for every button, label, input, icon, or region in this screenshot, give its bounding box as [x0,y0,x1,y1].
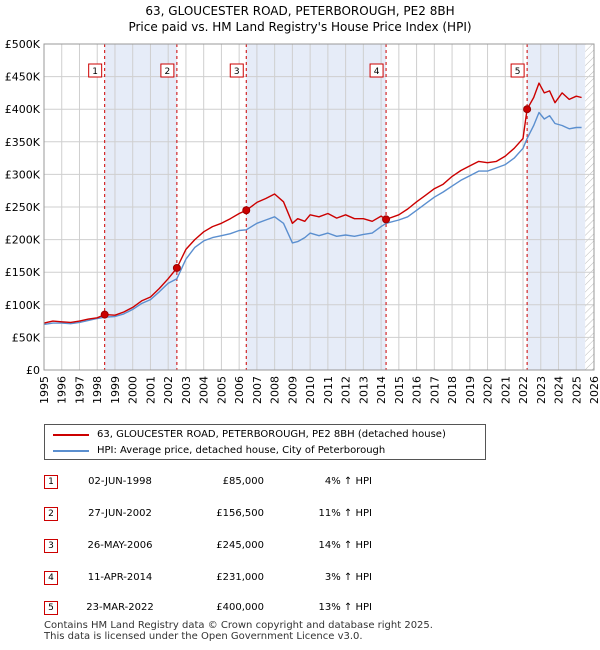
x-tick-label: 2022 [517,376,530,404]
x-tick-label: 2011 [322,376,335,404]
sale-label-4: 4 [374,67,380,77]
legend-label-property: 63, GLOUCESTER ROAD, PETERBOROUGH, PE2 8… [97,429,446,440]
sale-label-5: 5 [515,67,521,77]
plot-frame [43,43,595,371]
y-tick-label: £0 [26,364,40,377]
x-tick-label: 2016 [411,376,424,404]
sale-date: 02-JUN-1998 [88,476,152,487]
y-tick-label: £500K [5,38,41,51]
sale-date: 27-JUN-2002 [88,508,152,519]
property-price-line [43,82,582,324]
sale-point-2 [172,263,181,272]
x-tick-label: 2021 [499,376,512,404]
sale-number-badge: 1 [44,475,58,489]
sale-label-3: 3 [234,67,240,77]
y-tick-label: £150K [5,266,41,279]
sale-hpi-change: 3% ↑ HPI [324,572,372,583]
sale-label-box-4 [369,63,384,78]
x-tick-label: 2002 [162,376,175,404]
y-tick-label: £250K [5,201,41,214]
sale-hpi-change: 11% ↑ HPI [318,508,372,519]
x-tick-label: 2010 [304,376,317,404]
y-tick-label: £300K [5,168,41,181]
sale-price: £231,000 [216,572,264,583]
x-tick-label: 1996 [56,376,69,404]
y-tick-label: £450K [5,71,41,84]
sale-price: £85,000 [222,476,264,487]
x-tick-label: 2003 [180,376,193,404]
sale-date: 26-MAY-2006 [87,540,153,551]
legend: 63, GLOUCESTER ROAD, PETERBOROUGH, PE2 8… [44,424,486,460]
sale-row: 5 23-MAR-2022 £400,000 13% ↑ HPI [44,600,384,620]
y-tick-label: £400K [5,103,41,116]
x-tick-label: 2000 [127,376,140,404]
chart-subtitle: Price paid vs. HM Land Registry's House … [128,20,472,34]
sale-label-2: 2 [165,67,171,77]
x-tick-label: 2007 [251,376,264,404]
x-tick-label: 2009 [286,376,299,404]
x-tick-label: 2013 [357,376,370,404]
hpi-line [43,111,582,326]
x-tick-label: 2012 [340,376,353,404]
legend-swatch-property [53,434,89,436]
x-tick-label: 2023 [535,376,548,404]
sale-label-box-5 [510,63,525,78]
sale-price: £245,000 [216,540,264,551]
x-tick-label: 2015 [393,376,406,404]
sale-number-badge: 5 [44,601,58,615]
y-tick-label: £200K [5,234,41,247]
sale-row: 2 27-JUN-2002 £156,500 11% ↑ HPI [44,506,384,526]
x-tick-label: 2006 [233,376,246,404]
sale-number-badge: 4 [44,571,58,585]
sale-label-1: 1 [92,67,98,77]
x-tick-label: 2005 [215,376,228,404]
x-tick-label: 2014 [375,376,388,404]
x-tick-label: 1997 [73,376,86,404]
sale-date: 23-MAR-2022 [86,602,154,613]
sale-row: 3 26-MAY-2006 £245,000 14% ↑ HPI [44,538,384,558]
sale-row: 4 11-APR-2014 £231,000 3% ↑ HPI [44,570,384,590]
x-tick-label: 2018 [446,376,459,404]
y-tick-label: £350K [5,136,41,149]
sale-label-box-3 [229,63,244,78]
footer-copyright: Contains HM Land Registry data © Crown c… [44,620,433,631]
sale-price: £156,500 [216,508,264,519]
price-chart: £0 £50K £100K £150K £200K £250K £300K £350K £400… [5,38,600,404]
x-tick-label: 2019 [464,376,477,404]
x-tick-label: 2001 [144,376,157,404]
y-tick-label: £50K [12,331,41,344]
sale-number-badge: 3 [44,539,58,553]
x-tick-label: 2004 [198,376,211,404]
sale-point-3 [242,206,251,215]
sale-point-5 [523,105,532,114]
x-tick-label: 2024 [553,376,566,404]
legend-label-hpi: HPI: Average price, detached house, City… [97,445,386,456]
x-tick-label: 1995 [38,376,51,404]
x-tick-label: 1998 [91,376,104,404]
x-tick-label: 2026 [588,376,600,404]
sale-point-4 [382,215,391,224]
x-tick-label: 2025 [570,376,583,404]
sale-label-box-1 [88,63,103,78]
sale-row: 1 02-JUN-1998 £85,000 4% ↑ HPI [44,474,384,494]
x-tick-label: 2020 [482,376,495,404]
x-tick-label: 1999 [109,376,122,404]
sale-point-1 [100,310,109,319]
legend-swatch-hpi [53,450,89,452]
sale-number-badge: 2 [44,507,58,521]
sale-price: £400,000 [216,602,264,613]
sale-label-box-2 [160,63,175,78]
sale-hpi-change: 4% ↑ HPI [324,476,372,487]
x-tick-label: 2017 [428,376,441,404]
sale-hpi-change: 14% ↑ HPI [318,540,372,551]
sale-hpi-change: 13% ↑ HPI [318,602,372,613]
footer-licence: This data is licensed under the Open Gov… [44,631,363,642]
chart-title: 63, GLOUCESTER ROAD, PETERBOROUGH, PE2 8… [145,4,455,18]
y-tick-label: £100K [5,299,41,312]
x-tick-label: 2008 [269,376,282,404]
sale-date: 11-APR-2014 [87,572,153,583]
